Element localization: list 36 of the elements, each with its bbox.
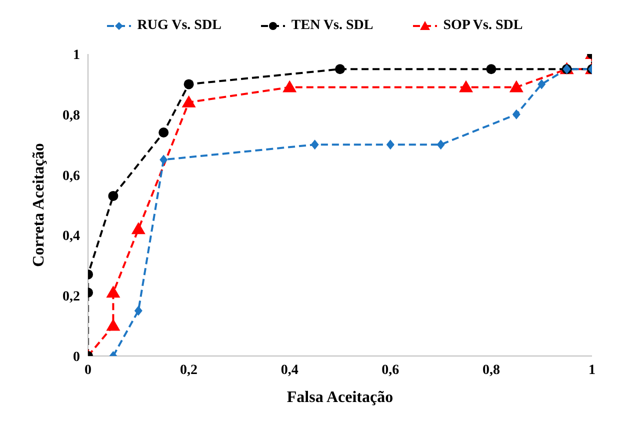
point	[134, 306, 142, 316]
y-tick-label: 1	[73, 48, 80, 63]
x-tick-label: 0,8	[482, 362, 500, 378]
y-tick-label: 0,4	[62, 229, 80, 244]
y-tick-label: 0,6	[62, 168, 80, 184]
x-tick-label: 0,4	[280, 362, 298, 378]
point	[182, 95, 196, 108]
point	[436, 140, 445, 150]
legend-label: SOP Vs. SDL	[442, 18, 523, 34]
x-tick-label: 0,6	[382, 362, 400, 378]
x-tick-label: 0	[84, 362, 92, 378]
point	[106, 318, 120, 331]
point	[310, 140, 319, 150]
y-tick-label: 0	[73, 350, 80, 365]
point	[108, 190, 118, 201]
point	[184, 79, 194, 90]
legend-label: RUG Vs. SDL	[136, 18, 222, 34]
point	[509, 80, 524, 92]
point	[538, 79, 546, 90]
point	[106, 286, 120, 298]
legend-label: TEN Vs. SDL	[290, 18, 374, 34]
point	[512, 109, 520, 120]
point	[131, 222, 146, 234]
point	[282, 80, 297, 92]
x-tick-label: 1	[588, 362, 596, 378]
point	[160, 154, 168, 165]
point	[459, 80, 473, 92]
y-tick-label: 0,8	[62, 108, 80, 124]
y-axis-title: Correta Aceitação	[30, 143, 48, 267]
point	[335, 64, 345, 74]
x-tick-label: 0,2	[180, 362, 198, 378]
point	[486, 64, 496, 74]
y-tick-label: 0,2	[62, 290, 80, 305]
point	[158, 128, 169, 138]
point	[386, 140, 394, 150]
x-axis-title: Falsa Aceitação	[286, 389, 394, 406]
